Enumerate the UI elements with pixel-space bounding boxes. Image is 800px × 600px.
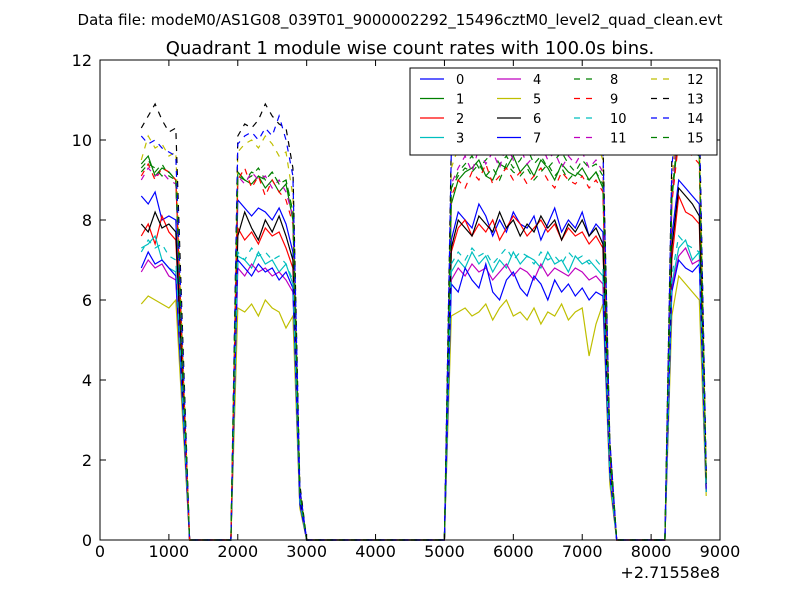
x-tick-label: 7000	[562, 542, 603, 561]
y-tick-label: 2	[82, 451, 92, 470]
data-file-caption: Data file: modeM0/AS1G08_039T01_90000022…	[78, 11, 723, 30]
series-line-14	[140, 86, 707, 541]
x-tick-label: 0	[95, 542, 105, 561]
x-axis-offset-label: +2.71558e8	[620, 563, 720, 582]
legend-label-6: 6	[533, 112, 541, 127]
y-tick-label: 0	[82, 531, 92, 550]
legend-label-13: 13	[687, 93, 704, 108]
y-tick-label: 12	[72, 51, 92, 70]
series-layer	[140, 86, 707, 541]
series-line-13	[140, 90, 707, 541]
series-line-4	[140, 246, 707, 541]
legend-label-0: 0	[456, 73, 464, 88]
legend-label-4: 4	[533, 73, 541, 88]
series-line-3	[140, 234, 707, 541]
series-line-9	[140, 138, 707, 541]
series-line-1	[140, 130, 707, 541]
x-tick-label: 9000	[700, 542, 741, 561]
series-line-15	[140, 130, 707, 541]
y-tick-label: 8	[82, 211, 92, 230]
legend-label-10: 10	[610, 112, 627, 127]
legend-label-15: 15	[687, 132, 704, 147]
series-line-10	[140, 234, 707, 541]
series-line-11	[140, 114, 707, 541]
legend-label-14: 14	[687, 112, 704, 127]
series-line-8	[140, 122, 707, 541]
axis-ticks: 0 1000 2000 3000 4000 5000 6000 7000 8000 9000 0 2 4…	[72, 51, 741, 561]
legend-label-9: 9	[610, 93, 618, 108]
legend-label-3: 3	[456, 132, 464, 147]
x-tick-label: 2000	[217, 542, 258, 561]
y-tick-label: 6	[82, 291, 92, 310]
x-tick-label: 1000	[149, 542, 190, 561]
series-line-7	[140, 250, 707, 541]
x-tick-label: 3000	[286, 542, 327, 561]
legend-label-5: 5	[533, 93, 541, 108]
series-line-2	[140, 193, 707, 541]
legend-label-8: 8	[610, 73, 618, 88]
y-tick-label: 10	[72, 131, 92, 150]
series-line-6	[140, 186, 707, 541]
legend-label-11: 11	[610, 132, 627, 147]
series-line-5	[140, 274, 707, 541]
chart-title: Quadrant 1 module wise count rates with …	[166, 38, 655, 59]
x-tick-label: 8000	[631, 542, 672, 561]
series-line-0	[140, 178, 707, 541]
x-tick-label: 6000	[493, 542, 534, 561]
x-tick-label: 5000	[424, 542, 465, 561]
legend-label-12: 12	[687, 73, 704, 88]
x-tick-label: 4000	[355, 542, 396, 561]
legend-box	[409, 67, 718, 156]
y-tick-label: 4	[82, 371, 92, 390]
legend-label-2: 2	[456, 112, 464, 127]
legend-label-7: 7	[533, 132, 541, 147]
series-line-12	[140, 106, 707, 541]
legend-label-1: 1	[456, 93, 464, 108]
